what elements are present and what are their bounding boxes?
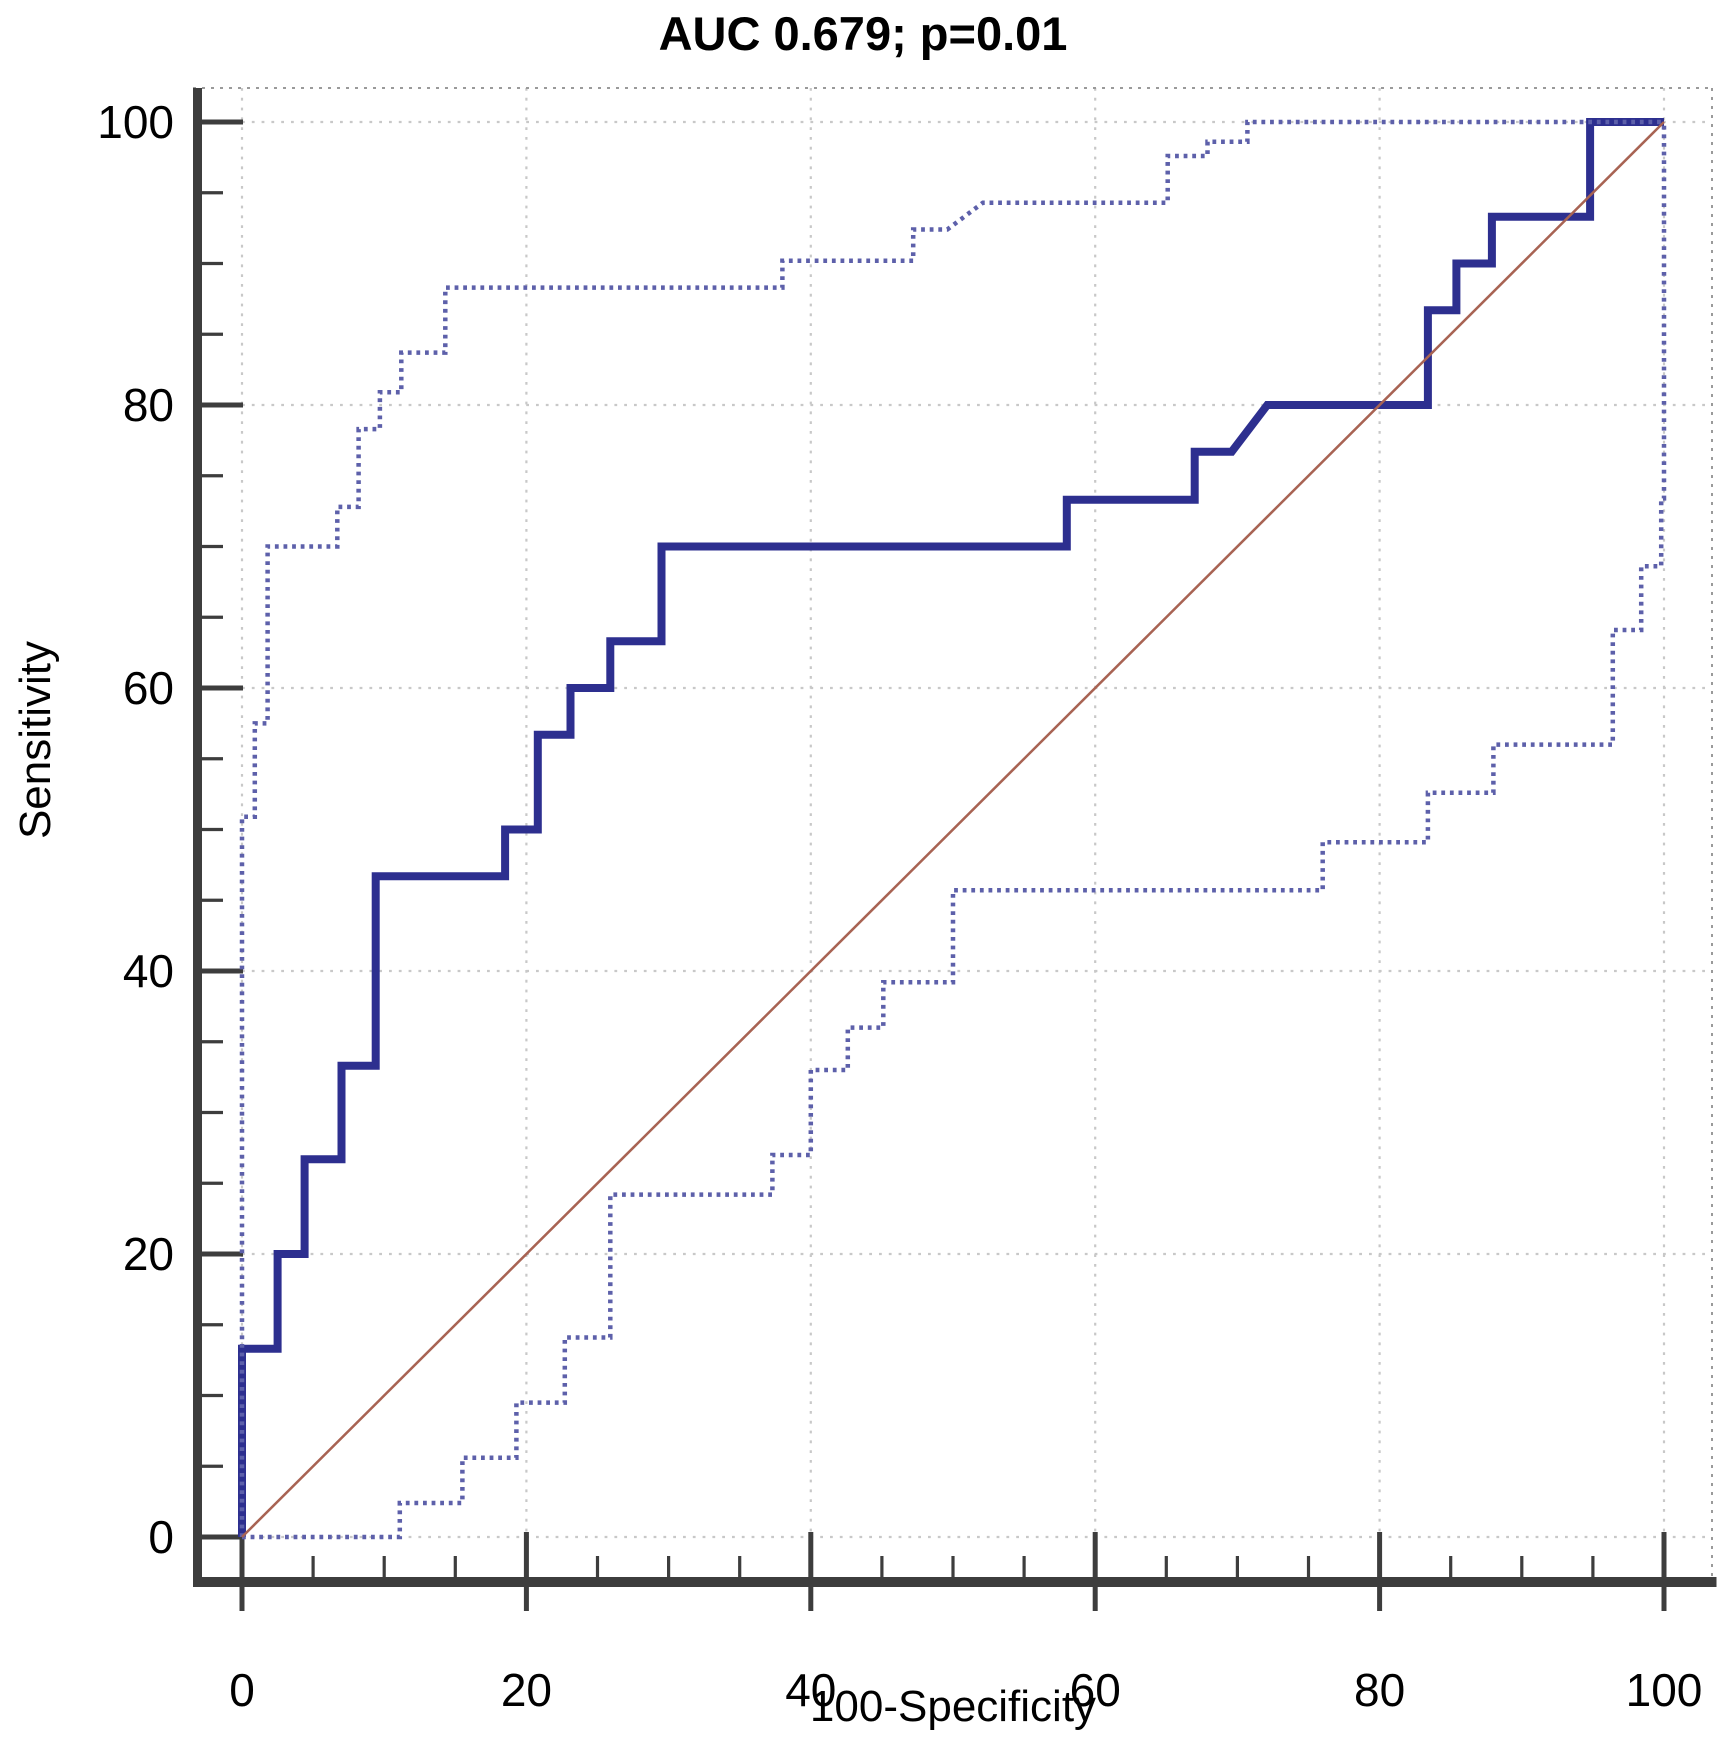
axes	[193, 88, 1717, 1587]
plot-frame	[193, 87, 1713, 1582]
y-tick-label: 40	[123, 945, 174, 997]
axis-ticks	[202, 119, 1667, 1611]
y-tick-label: 100	[97, 96, 174, 148]
gridlines	[240, 88, 1712, 1577]
chart-title: AUC 0.679; p=0.01	[658, 7, 1068, 60]
x-tick-label: 0	[229, 1664, 255, 1716]
y-tick-label: 60	[123, 662, 174, 714]
x-tick-label: 80	[1354, 1664, 1405, 1716]
series-upper-95ci-band	[239, 119, 1664, 1537]
series-lower-95ci-band	[242, 122, 1667, 1540]
x-tick-label: 40	[785, 1664, 836, 1716]
x-tick-label: 60	[1070, 1664, 1121, 1716]
series-roc-curve	[238, 118, 1664, 1537]
y-tick-label: 20	[123, 1228, 174, 1280]
series-reference-diagonal	[241, 121, 1665, 1538]
y-tick-label: 80	[123, 379, 174, 431]
x-tick-label: 100	[1626, 1664, 1703, 1716]
y-tick-label: 0	[148, 1511, 174, 1563]
x-axis-title: 100-Specificity	[809, 1682, 1097, 1731]
tick-labels: 0 20 40 60 80 100 0 20 40 60 80 100	[97, 96, 1702, 1716]
x-tick-label: 20	[501, 1664, 552, 1716]
